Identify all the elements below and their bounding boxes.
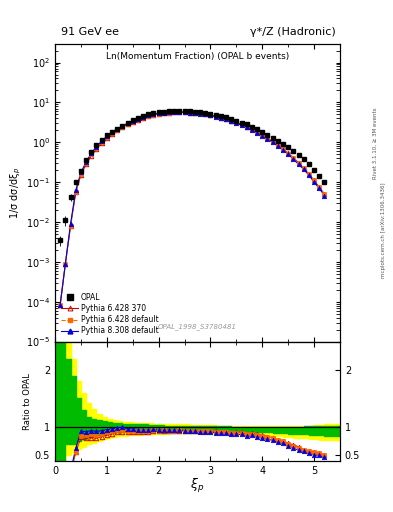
Text: Ln(Momentum Fraction) (OPAL b events): Ln(Momentum Fraction) (OPAL b events) [106, 52, 289, 61]
Y-axis label: 1/σ dσ/dξ$_p$: 1/σ dσ/dξ$_p$ [9, 166, 23, 219]
Text: 91 GeV ee: 91 GeV ee [61, 27, 119, 37]
Text: OPAL_1998_S3780481: OPAL_1998_S3780481 [158, 323, 237, 330]
Y-axis label: Ratio to OPAL: Ratio to OPAL [23, 373, 32, 430]
Text: mcplots.cern.ch [arXiv:1306.3436]: mcplots.cern.ch [arXiv:1306.3436] [381, 183, 386, 278]
Text: Rivet 3.1.10, ≥ 3M events: Rivet 3.1.10, ≥ 3M events [373, 108, 378, 179]
Text: γ*/Z (Hadronic): γ*/Z (Hadronic) [250, 27, 336, 37]
Legend: OPAL, Pythia 6.428 370, Pythia 6.428 default, Pythia 8.308 default: OPAL, Pythia 6.428 370, Pythia 6.428 def… [59, 290, 161, 338]
X-axis label: $\xi_p$: $\xi_p$ [190, 477, 205, 495]
